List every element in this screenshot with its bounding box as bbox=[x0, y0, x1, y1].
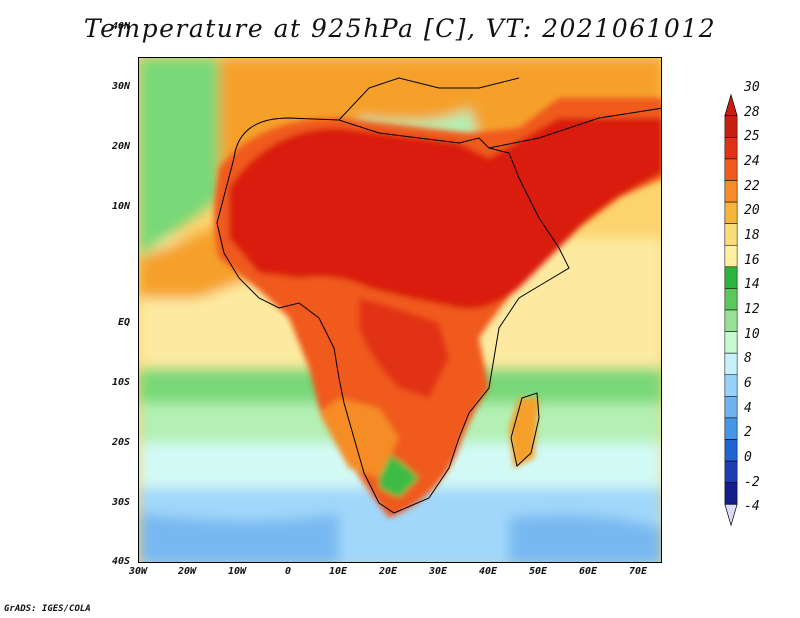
madagascar-coastline bbox=[510, 392, 540, 467]
sahara-hot-region bbox=[229, 118, 661, 309]
colorbar-bottom-arrow bbox=[724, 503, 738, 527]
lon-label-20w: 20W bbox=[177, 566, 197, 577]
colorbar-swatch bbox=[724, 223, 738, 246]
colorbar-swatch bbox=[724, 309, 738, 332]
map-title: Temperature at 925hPa [C], VT: 202106101… bbox=[83, 14, 717, 43]
colorbar-swatch bbox=[724, 417, 738, 440]
colorbar-tick-label: 16 bbox=[744, 252, 760, 268]
colorbar-tick-label: 2 bbox=[744, 425, 752, 441]
lon-label-30w: 30W bbox=[128, 566, 148, 577]
lat-label-30n: 30N bbox=[111, 81, 130, 92]
lat-label-40n: 40N bbox=[111, 21, 130, 32]
lon-label-40e: 40E bbox=[478, 566, 498, 577]
colorbar-tick-label: 14 bbox=[744, 277, 760, 293]
colorbar-swatch bbox=[724, 288, 738, 311]
south-east-blue bbox=[509, 514, 661, 562]
lat-label-eq: EQ bbox=[117, 317, 130, 328]
colorbar-swatches bbox=[724, 93, 738, 527]
colorbar-tick-label: -4 bbox=[744, 499, 760, 515]
colorbar-swatch bbox=[724, 244, 738, 268]
temperature-map bbox=[138, 57, 662, 563]
colorbar-tick-label: 8 bbox=[744, 351, 752, 367]
temperature-field bbox=[139, 58, 661, 562]
arabia-coastline bbox=[488, 107, 661, 149]
lon-label-10e: 10E bbox=[328, 566, 348, 577]
lat-label-40s: 40S bbox=[111, 556, 130, 567]
lon-label-50e: 50E bbox=[528, 566, 548, 577]
europe-coastline bbox=[338, 77, 520, 121]
colorbar-tick-label: 10 bbox=[744, 326, 760, 342]
lon-label-20e: 20E bbox=[378, 566, 398, 577]
lon-label-0: 0 bbox=[284, 566, 292, 577]
lat-label-20s: 20S bbox=[111, 437, 130, 448]
colorbar-tick-label: 4 bbox=[744, 400, 752, 416]
colorbar-swatch bbox=[724, 482, 738, 505]
south-africa-green bbox=[379, 448, 419, 498]
colorbar-swatch bbox=[724, 439, 738, 462]
atlantic-north-green bbox=[139, 58, 219, 258]
coastlines bbox=[216, 77, 661, 514]
colorbar-swatch bbox=[724, 266, 738, 289]
lon-label-30e: 30E bbox=[428, 566, 448, 577]
africa-coastline bbox=[216, 117, 570, 514]
grads-credit: GrADS: IGES/COLA bbox=[4, 604, 91, 614]
lat-label-10n: 10N bbox=[111, 201, 130, 212]
central-africa-hot bbox=[359, 298, 449, 398]
lat-label-20n: 20N bbox=[111, 141, 130, 152]
colorbar-tick-label: 25 bbox=[744, 129, 760, 145]
colorbar-swatch bbox=[724, 460, 738, 483]
colorbar-swatch bbox=[724, 396, 738, 419]
colorbar-swatch bbox=[724, 115, 738, 138]
colorbar-tick-label: 12 bbox=[744, 302, 760, 317]
lon-label-60e: 60E bbox=[578, 566, 598, 577]
lon-label-70e: 70E bbox=[628, 566, 648, 577]
colorbar-tick-label: 20 bbox=[744, 203, 760, 219]
colorbar-top-arrow bbox=[724, 93, 738, 117]
colorbar-swatch bbox=[724, 201, 738, 224]
colorbar-swatch bbox=[724, 374, 738, 397]
colorbar-swatch bbox=[724, 352, 738, 376]
colorbar-swatch bbox=[724, 180, 738, 203]
colorbar bbox=[724, 93, 738, 527]
colorbar-tick-label: 22 bbox=[744, 178, 760, 194]
south-deep-blue bbox=[139, 513, 339, 562]
southern-africa-orange bbox=[319, 398, 399, 478]
colorbar-tick-label: -2 bbox=[744, 474, 760, 490]
colorbar-tick-label: 24 bbox=[744, 154, 760, 169]
colorbar-tick-label: 6 bbox=[744, 376, 752, 391]
colorbar-swatch bbox=[724, 137, 738, 160]
colorbar-tick-label: 18 bbox=[744, 228, 760, 243]
colorbar-swatch bbox=[724, 331, 738, 354]
colorbar-tick-label: 28 bbox=[744, 104, 760, 120]
lat-label-30s: 30S bbox=[111, 497, 130, 508]
lat-label-10s: 10S bbox=[111, 377, 130, 388]
colorbar-tick-label: 30 bbox=[744, 80, 760, 95]
colorbar-tick-label: 0 bbox=[744, 450, 752, 465]
lon-label-10w: 10W bbox=[227, 566, 247, 577]
colorbar-swatch bbox=[724, 158, 738, 181]
